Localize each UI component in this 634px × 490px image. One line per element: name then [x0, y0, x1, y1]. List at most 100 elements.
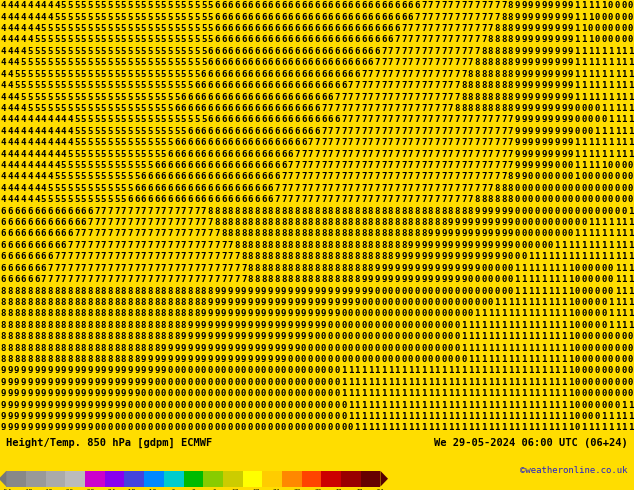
Text: 6: 6: [408, 13, 413, 22]
Text: 7: 7: [374, 115, 380, 124]
Text: 5: 5: [114, 81, 119, 90]
Text: 7: 7: [408, 184, 413, 193]
Text: 1: 1: [528, 298, 533, 307]
Text: 1: 1: [555, 343, 560, 353]
Text: 0: 0: [221, 401, 226, 410]
Text: 0: 0: [621, 343, 626, 353]
Text: 8: 8: [94, 321, 100, 330]
Text: 1: 1: [534, 287, 540, 295]
Text: 4: 4: [1, 138, 6, 147]
Text: 9: 9: [334, 309, 340, 318]
Text: 9: 9: [254, 332, 260, 341]
Text: 5: 5: [54, 70, 60, 79]
Text: 8: 8: [87, 355, 93, 364]
Text: 0: 0: [548, 229, 553, 239]
Text: 5: 5: [181, 35, 186, 45]
Text: 6: 6: [275, 1, 280, 10]
Text: 0: 0: [281, 401, 287, 410]
Text: 5: 5: [94, 58, 100, 67]
Text: 0: 0: [441, 321, 446, 330]
Text: 0: 0: [461, 298, 467, 307]
Text: 7: 7: [434, 24, 440, 33]
Text: 0: 0: [595, 389, 600, 398]
Text: 0: 0: [207, 401, 213, 410]
Text: 7: 7: [495, 172, 500, 181]
Text: 8: 8: [154, 298, 160, 307]
Text: 0: 0: [581, 343, 586, 353]
Text: 0: 0: [307, 412, 313, 421]
Text: 6: 6: [188, 138, 193, 147]
Text: 7: 7: [347, 172, 353, 181]
Text: 8: 8: [21, 321, 26, 330]
Text: 1: 1: [548, 378, 553, 387]
Text: 5: 5: [94, 13, 100, 22]
Text: 8: 8: [508, 172, 514, 181]
Text: 7: 7: [415, 115, 420, 124]
Text: 0: 0: [595, 275, 600, 284]
Text: 0: 0: [534, 218, 540, 227]
Text: 8: 8: [468, 70, 473, 79]
Text: 0: 0: [515, 218, 520, 227]
Text: 6: 6: [247, 24, 253, 33]
Text: 6: 6: [294, 24, 300, 33]
Text: 0: 0: [541, 172, 547, 181]
Text: 5: 5: [188, 35, 193, 45]
Text: 5: 5: [127, 24, 133, 33]
Text: 1: 1: [481, 309, 486, 318]
Text: 6: 6: [354, 47, 359, 56]
Text: 6: 6: [314, 35, 320, 45]
Text: 7: 7: [421, 70, 427, 79]
Text: 1: 1: [534, 264, 540, 272]
Text: 7: 7: [275, 195, 280, 204]
Text: 7: 7: [388, 104, 393, 113]
Text: 7: 7: [401, 149, 406, 159]
Text: 9: 9: [194, 355, 200, 364]
Text: 4: 4: [21, 35, 26, 45]
Text: 1: 1: [408, 412, 413, 421]
Text: 8: 8: [434, 207, 440, 216]
Text: 8: 8: [401, 229, 406, 239]
Text: 5: 5: [87, 195, 93, 204]
Text: 6: 6: [321, 1, 327, 10]
Text: 7: 7: [374, 184, 380, 193]
Text: 1: 1: [428, 423, 433, 433]
Text: 5: 5: [120, 58, 126, 67]
Text: 6: 6: [354, 24, 359, 33]
Text: 0: 0: [148, 423, 153, 433]
Text: 5: 5: [94, 81, 100, 90]
Text: 7: 7: [334, 104, 340, 113]
Text: 9: 9: [555, 138, 560, 147]
Text: 9: 9: [541, 127, 547, 136]
Text: 7: 7: [401, 93, 406, 101]
Text: 7: 7: [474, 161, 480, 170]
Text: 5: 5: [107, 93, 113, 101]
Text: 0: 0: [601, 355, 607, 364]
Text: 6: 6: [321, 70, 327, 79]
Text: 7: 7: [334, 172, 340, 181]
Polygon shape: [380, 471, 388, 487]
Text: 0: 0: [408, 321, 413, 330]
Text: 0: 0: [508, 275, 514, 284]
Text: 6: 6: [301, 138, 306, 147]
Text: 9: 9: [541, 104, 547, 113]
Text: 7: 7: [341, 149, 346, 159]
Text: 6: 6: [254, 138, 260, 147]
Text: 0: 0: [441, 309, 446, 318]
Text: 0: 0: [601, 298, 607, 307]
Text: 8: 8: [114, 355, 119, 364]
Text: 8: 8: [474, 81, 480, 90]
Text: 0: 0: [581, 401, 586, 410]
Text: 6: 6: [281, 13, 287, 22]
Text: 9: 9: [74, 378, 79, 387]
Text: 7: 7: [401, 138, 406, 147]
Text: 9: 9: [8, 401, 13, 410]
Text: 7: 7: [441, 172, 446, 181]
Text: 6: 6: [221, 1, 226, 10]
Text: 6: 6: [188, 172, 193, 181]
Text: 5: 5: [54, 13, 60, 22]
Text: 6: 6: [214, 115, 219, 124]
Text: 9: 9: [221, 343, 226, 353]
Text: 9: 9: [555, 1, 560, 10]
Text: 0: 0: [261, 389, 266, 398]
Text: 5: 5: [34, 47, 39, 56]
